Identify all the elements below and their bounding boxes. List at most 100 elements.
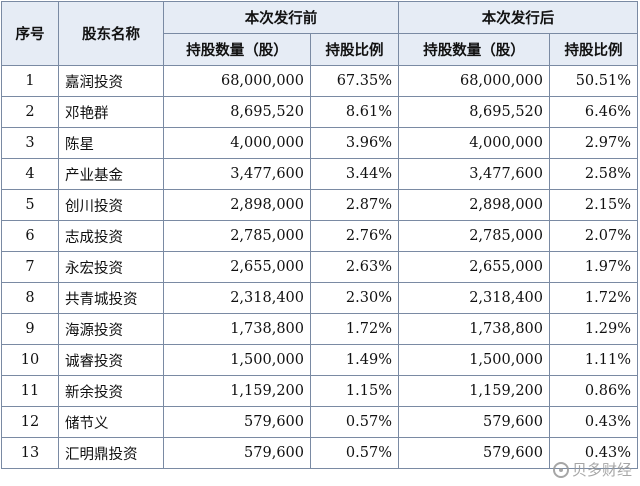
header-no: 序号 <box>1 1 59 66</box>
cell-no: 1 <box>1 65 59 97</box>
table-row: 9 海源投资 1,738,800 1.72% 1,738,800 1.29% <box>1 313 638 345</box>
cell-after-shares: 2,785,000 <box>398 220 550 252</box>
table-row: 1 嘉润投资 68,000,000 67.35% 68,000,000 50.51% <box>1 65 638 97</box>
cell-before-shares: 2,898,000 <box>163 189 311 221</box>
cell-after-ratio: 2.07% <box>549 220 638 252</box>
cell-before-shares: 2,318,400 <box>163 282 311 314</box>
cell-after-shares: 3,477,600 <box>398 158 550 190</box>
cell-before-ratio: 1.49% <box>310 344 399 376</box>
cell-name: 汇明鼎投资 <box>58 437 164 469</box>
cell-name: 创川投资 <box>58 189 164 221</box>
cell-name: 志成投资 <box>58 220 164 252</box>
cell-before-ratio: 3.96% <box>310 127 399 159</box>
watermark: 贝多财经 <box>552 459 632 480</box>
cell-name: 产业基金 <box>58 158 164 190</box>
cell-before-shares: 8,695,520 <box>163 96 311 128</box>
cell-name: 储节义 <box>58 406 164 438</box>
table-row: 11 新余投资 1,159,200 1.15% 1,159,200 0.86% <box>1 375 638 407</box>
cell-no: 6 <box>1 220 59 252</box>
cell-before-ratio: 2.87% <box>310 189 399 221</box>
cell-after-shares: 2,318,400 <box>398 282 550 314</box>
at-icon <box>552 461 569 478</box>
cell-after-ratio: 50.51% <box>549 65 638 97</box>
shareholding-table: 序号 股东名称 本次发行前 本次发行后 持股数量（股） 持股比例 持股数量（股）… <box>1 1 638 469</box>
cell-before-shares: 579,600 <box>163 406 311 438</box>
header-name: 股东名称 <box>58 1 164 66</box>
cell-no: 10 <box>1 344 59 376</box>
cell-name: 邓艳群 <box>58 96 164 128</box>
cell-after-shares: 68,000,000 <box>398 65 550 97</box>
cell-after-shares: 579,600 <box>398 406 550 438</box>
header-before-shares: 持股数量（股） <box>163 33 311 66</box>
cell-after-ratio: 0.43% <box>549 406 638 438</box>
cell-name: 永宏投资 <box>58 251 164 283</box>
cell-after-ratio: 2.97% <box>549 127 638 159</box>
header-after-shares: 持股数量（股） <box>398 33 550 66</box>
cell-after-ratio: 2.58% <box>549 158 638 190</box>
cell-no: 5 <box>1 189 59 221</box>
cell-before-ratio: 0.57% <box>310 406 399 438</box>
table-row: 7 永宏投资 2,655,000 2.63% 2,655,000 1.97% <box>1 251 638 283</box>
cell-no: 4 <box>1 158 59 190</box>
cell-before-ratio: 2.63% <box>310 251 399 283</box>
header-row-2: 持股数量（股） 持股比例 持股数量（股） 持股比例 <box>2 33 638 66</box>
cell-before-shares: 2,785,000 <box>163 220 311 252</box>
cell-after-shares: 1,159,200 <box>398 375 550 407</box>
watermark-text: 贝多财经 <box>571 461 632 479</box>
cell-before-ratio: 8.61% <box>310 96 399 128</box>
cell-no: 7 <box>1 251 59 283</box>
table-row: 8 共青城投资 2,318,400 2.30% 2,318,400 1.72% <box>1 282 638 314</box>
table-body: 1 嘉润投资 68,000,000 67.35% 68,000,000 50.51% 2 邓艳… <box>1 65 638 469</box>
header-after-ratio: 持股比例 <box>549 33 638 66</box>
cell-before-shares: 1,500,000 <box>163 344 311 376</box>
table-row: 5 创川投资 2,898,000 2.87% 2,898,000 2.15% <box>1 189 638 221</box>
cell-name: 新余投资 <box>58 375 164 407</box>
cell-after-ratio: 2.15% <box>549 189 638 221</box>
cell-no: 12 <box>1 406 59 438</box>
cell-no: 11 <box>1 375 59 407</box>
cell-before-ratio: 67.35% <box>310 65 399 97</box>
cell-after-shares: 1,738,800 <box>398 313 550 345</box>
header-row-1: 序号 股东名称 本次发行前 本次发行后 <box>1 1 638 66</box>
header-before: 本次发行前 <box>163 1 399 34</box>
cell-no: 8 <box>1 282 59 314</box>
cell-after-ratio: 1.97% <box>549 251 638 283</box>
cell-after-ratio: 1.72% <box>549 282 638 314</box>
cell-no: 13 <box>1 437 59 469</box>
cell-after-ratio: 1.29% <box>549 313 638 345</box>
table-row: 13 汇明鼎投资 579,600 0.57% 579,600 0.43% <box>1 437 638 469</box>
cell-no: 3 <box>1 127 59 159</box>
header-after: 本次发行后 <box>398 1 638 34</box>
cell-after-shares: 2,898,000 <box>398 189 550 221</box>
cell-after-shares: 2,655,000 <box>398 251 550 283</box>
cell-before-shares: 2,655,000 <box>163 251 311 283</box>
cell-after-shares: 579,600 <box>398 437 550 469</box>
cell-before-ratio: 3.44% <box>310 158 399 190</box>
cell-name: 共青城投资 <box>58 282 164 314</box>
cell-before-ratio: 2.76% <box>310 220 399 252</box>
header-before-ratio: 持股比例 <box>310 33 399 66</box>
table-row: 2 邓艳群 8,695,520 8.61% 8,695,520 6.46% <box>1 96 638 128</box>
cell-before-ratio: 2.30% <box>310 282 399 314</box>
cell-after-shares: 4,000,000 <box>398 127 550 159</box>
table-row: 12 储节义 579,600 0.57% 579,600 0.43% <box>1 406 638 438</box>
cell-before-shares: 1,738,800 <box>163 313 311 345</box>
cell-after-ratio: 6.46% <box>549 96 638 128</box>
cell-before-shares: 3,477,600 <box>163 158 311 190</box>
cell-name: 嘉润投资 <box>58 65 164 97</box>
table-row: 10 诚睿投资 1,500,000 1.49% 1,500,000 1.11% <box>1 344 638 376</box>
cell-name: 海源投资 <box>58 313 164 345</box>
cell-after-shares: 8,695,520 <box>398 96 550 128</box>
cell-before-shares: 579,600 <box>163 437 311 469</box>
table-row: 6 志成投资 2,785,000 2.76% 2,785,000 2.07% <box>1 220 638 252</box>
cell-before-shares: 1,159,200 <box>163 375 311 407</box>
cell-no: 2 <box>1 96 59 128</box>
cell-before-ratio: 1.15% <box>310 375 399 407</box>
table-row: 4 产业基金 3,477,600 3.44% 3,477,600 2.58% <box>1 158 638 190</box>
cell-before-ratio: 1.72% <box>310 313 399 345</box>
cell-name: 陈星 <box>58 127 164 159</box>
cell-no: 9 <box>1 313 59 345</box>
cell-after-ratio: 0.86% <box>549 375 638 407</box>
cell-name: 诚睿投资 <box>58 344 164 376</box>
cell-after-ratio: 1.11% <box>549 344 638 376</box>
